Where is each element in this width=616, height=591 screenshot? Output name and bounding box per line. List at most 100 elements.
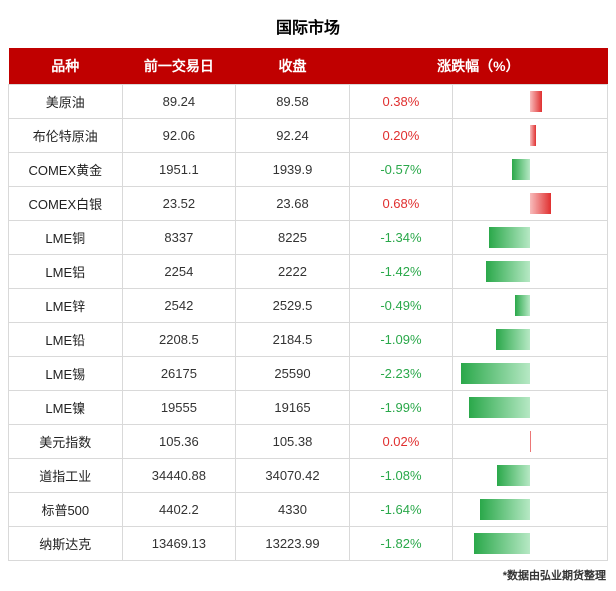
cell-name: LME锡 — [9, 357, 123, 391]
pct-bar — [489, 227, 530, 248]
cell-name: 美元指数 — [9, 425, 123, 459]
cell-pct: -1.99% — [349, 391, 452, 425]
col-close: 收盘 — [236, 48, 350, 85]
cell-pct: -1.64% — [349, 493, 452, 527]
cell-prev: 92.06 — [122, 119, 236, 153]
table-row: 道指工业34440.8834070.42-1.08% — [9, 459, 608, 493]
cell-pct: -1.42% — [349, 255, 452, 289]
cell-bar — [453, 187, 608, 221]
cell-bar — [453, 255, 608, 289]
cell-close: 2184.5 — [236, 323, 350, 357]
table-row: LME铅2208.52184.5-1.09% — [9, 323, 608, 357]
cell-bar — [453, 459, 608, 493]
col-prev: 前一交易日 — [122, 48, 236, 85]
pct-bar — [496, 329, 530, 350]
cell-bar — [453, 85, 608, 119]
cell-bar — [453, 425, 608, 459]
table-row: LME镍1955519165-1.99% — [9, 391, 608, 425]
cell-close: 105.38 — [236, 425, 350, 459]
cell-close: 23.68 — [236, 187, 350, 221]
table-header-row: 品种 前一交易日 收盘 涨跌幅（%） — [9, 48, 608, 85]
cell-close: 25590 — [236, 357, 350, 391]
cell-pct: -0.57% — [349, 153, 452, 187]
pct-bar — [530, 431, 531, 452]
col-pct: 涨跌幅（%） — [349, 48, 607, 85]
cell-pct: 0.20% — [349, 119, 452, 153]
cell-name: COMEX白银 — [9, 187, 123, 221]
pct-bar — [461, 363, 530, 384]
cell-name: LME铝 — [9, 255, 123, 289]
cell-close: 34070.42 — [236, 459, 350, 493]
cell-name: 道指工业 — [9, 459, 123, 493]
cell-bar — [453, 527, 608, 561]
cell-pct: 0.02% — [349, 425, 452, 459]
cell-prev: 19555 — [122, 391, 236, 425]
cell-name: LME镍 — [9, 391, 123, 425]
cell-name: LME铅 — [9, 323, 123, 357]
table-row: LME铝22542222-1.42% — [9, 255, 608, 289]
cell-bar — [453, 493, 608, 527]
cell-name: 布伦特原油 — [9, 119, 123, 153]
table-row: 纳斯达克13469.1313223.99-1.82% — [9, 527, 608, 561]
pct-bar — [512, 159, 530, 180]
cell-prev: 2254 — [122, 255, 236, 289]
cell-close: 1939.9 — [236, 153, 350, 187]
cell-pct: -1.34% — [349, 221, 452, 255]
cell-bar — [453, 289, 608, 323]
table-row: COMEX黄金1951.11939.9-0.57% — [9, 153, 608, 187]
cell-close: 8225 — [236, 221, 350, 255]
cell-name: 纳斯达克 — [9, 527, 123, 561]
pct-bar — [480, 499, 530, 520]
pct-bar — [486, 261, 530, 282]
cell-bar — [453, 323, 608, 357]
pct-bar — [497, 465, 530, 486]
cell-prev: 34440.88 — [122, 459, 236, 493]
market-table: 品种 前一交易日 收盘 涨跌幅（%） 美原油89.2489.580.38%布伦特… — [8, 48, 608, 561]
table-row: LME锡2617525590-2.23% — [9, 357, 608, 391]
cell-prev: 89.24 — [122, 85, 236, 119]
cell-close: 4330 — [236, 493, 350, 527]
table-row: 美原油89.2489.580.38% — [9, 85, 608, 119]
cell-name: 美原油 — [9, 85, 123, 119]
table-row: LME锌25422529.5-0.49% — [9, 289, 608, 323]
pct-bar — [530, 91, 542, 112]
cell-close: 92.24 — [236, 119, 350, 153]
cell-name: LME铜 — [9, 221, 123, 255]
pct-bar — [474, 533, 530, 554]
table-row: 美元指数105.36105.380.02% — [9, 425, 608, 459]
cell-prev: 23.52 — [122, 187, 236, 221]
cell-pct: -2.23% — [349, 357, 452, 391]
pct-bar — [469, 397, 530, 418]
cell-pct: -1.09% — [349, 323, 452, 357]
table-row: COMEX白银23.5223.680.68% — [9, 187, 608, 221]
cell-name: 标普500 — [9, 493, 123, 527]
table-row: 标普5004402.24330-1.64% — [9, 493, 608, 527]
pct-bar — [530, 193, 551, 214]
cell-prev: 1951.1 — [122, 153, 236, 187]
cell-prev: 2542 — [122, 289, 236, 323]
cell-pct: -1.82% — [349, 527, 452, 561]
pct-bar — [530, 125, 536, 146]
cell-close: 2529.5 — [236, 289, 350, 323]
cell-close: 2222 — [236, 255, 350, 289]
cell-pct: -0.49% — [349, 289, 452, 323]
cell-close: 13223.99 — [236, 527, 350, 561]
col-name: 品种 — [9, 48, 123, 85]
cell-name: LME锌 — [9, 289, 123, 323]
table-row: LME铜83378225-1.34% — [9, 221, 608, 255]
cell-name: COMEX黄金 — [9, 153, 123, 187]
cell-prev: 8337 — [122, 221, 236, 255]
page-title: 国际市场 — [8, 8, 608, 48]
cell-pct: -1.08% — [349, 459, 452, 493]
cell-prev: 26175 — [122, 357, 236, 391]
cell-prev: 105.36 — [122, 425, 236, 459]
cell-bar — [453, 357, 608, 391]
cell-close: 89.58 — [236, 85, 350, 119]
footnote: *数据由弘业期货整理 — [8, 561, 608, 583]
cell-bar — [453, 221, 608, 255]
cell-bar — [453, 391, 608, 425]
cell-pct: 0.38% — [349, 85, 452, 119]
cell-prev: 13469.13 — [122, 527, 236, 561]
cell-close: 19165 — [236, 391, 350, 425]
cell-bar — [453, 153, 608, 187]
